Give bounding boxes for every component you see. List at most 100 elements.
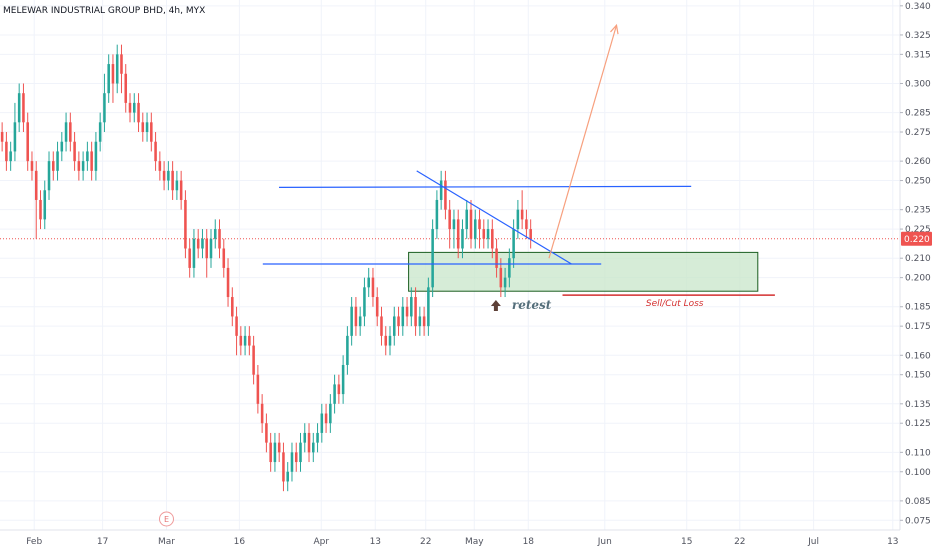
- candle-body: [397, 316, 400, 327]
- candle-body: [243, 335, 247, 346]
- price-tick-label: 0.340: [905, 2, 931, 12]
- candle-body: [162, 170, 166, 181]
- candle-body: [52, 161, 55, 171]
- earnings-event-icon[interactable]: [159, 511, 174, 527]
- candle-body: [422, 316, 426, 327]
- candle-body: [81, 161, 85, 171]
- candle-body: [192, 238, 196, 268]
- candle-body: [316, 432, 319, 443]
- earnings-event-label: E: [164, 515, 169, 524]
- candle-body: [512, 229, 515, 259]
- candle-body: [0, 132, 4, 142]
- candle-body: [222, 248, 226, 268]
- candle-body: [64, 122, 68, 142]
- candle-body: [150, 122, 153, 142]
- candle-series: [0, 44, 532, 492]
- current-price-badge: [901, 231, 932, 246]
- candle-body: [333, 384, 336, 404]
- candle-body: [473, 219, 477, 239]
- candle-body: [431, 229, 434, 288]
- candle-body: [427, 287, 430, 327]
- candle-body: [324, 413, 328, 424]
- candle-body: [439, 180, 443, 200]
- time-tick-label: 22: [734, 537, 745, 547]
- candle-body: [47, 161, 51, 191]
- price-tick-label: 0.175: [905, 322, 931, 332]
- candle-body: [39, 199, 42, 220]
- price-tick-label: 0.275: [905, 128, 931, 138]
- candle-body: [469, 209, 473, 239]
- time-axis[interactable]: Feb 17 Mar 16 Apr 13 22 May 18 Jun 15 22 Jul 13: [0, 529, 900, 547]
- candle-body: [329, 403, 332, 424]
- candle-body: [171, 170, 174, 191]
- candle-body: [115, 54, 119, 84]
- candle-body: [226, 267, 230, 298]
- resistance-line[interactable]: [278, 185, 692, 188]
- candle-body: [312, 442, 315, 453]
- candle-body: [265, 423, 268, 443]
- time-tick-label: 17: [97, 537, 108, 547]
- price-tick-label: 0.235: [905, 206, 931, 216]
- candle-body: [341, 364, 345, 395]
- chart-drawings-front[interactable]: Sell/Cut Loss retest E: [159, 23, 775, 527]
- price-axis[interactable]: 0.075 0.085 0.100 0.110 0.125 0.135 0.150 0.160…: [899, 0, 932, 530]
- price-tick-label: 0.185: [905, 303, 931, 313]
- candle-body: [401, 306, 405, 327]
- candle-body: [307, 432, 311, 453]
- target-arrow-head: [610, 23, 619, 35]
- current-price-tag[interactable]: 0.220: [901, 231, 932, 246]
- candle-body: [128, 102, 132, 113]
- candle-body: [452, 219, 456, 230]
- support-zone-rect[interactable]: [408, 251, 759, 292]
- candle-body: [154, 141, 157, 162]
- candle-body: [290, 452, 294, 472]
- candle-body: [188, 248, 191, 268]
- candle-body: [358, 316, 362, 327]
- candle-body: [231, 297, 234, 317]
- descending-trendline[interactable]: [416, 170, 572, 265]
- candle-body: [196, 238, 200, 249]
- candle-body: [107, 64, 110, 94]
- price-tick-label: 0.315: [905, 50, 931, 60]
- price-tick-label: 0.150: [905, 371, 931, 381]
- candle-body: [508, 258, 511, 278]
- candle-body: [525, 219, 528, 230]
- time-tick-label: 15: [681, 537, 692, 547]
- candle-body: [461, 229, 464, 249]
- candle-body: [213, 229, 217, 239]
- candle-body: [392, 316, 396, 336]
- price-tick-label: 0.085: [905, 497, 931, 507]
- candle-body: [405, 306, 409, 317]
- price-tick-label: 0.200: [905, 274, 931, 284]
- candle-body: [124, 73, 128, 103]
- candle-body: [350, 306, 353, 336]
- candle-body: [388, 335, 392, 346]
- candle-body: [239, 335, 243, 346]
- candle-body: [13, 122, 17, 152]
- candle-body: [141, 122, 145, 133]
- candle-body: [209, 238, 213, 259]
- current-price-label: 0.220: [904, 235, 930, 245]
- candle-body: [90, 151, 93, 171]
- candle-body: [94, 141, 98, 171]
- candle-body: [503, 277, 507, 288]
- time-tick-label: 13: [370, 537, 381, 547]
- candle-body: [34, 170, 38, 200]
- candle-body: [184, 199, 187, 249]
- target-arrow-line[interactable]: [548, 25, 618, 259]
- candle-body: [260, 403, 264, 424]
- candle-body: [495, 248, 498, 268]
- candle-body: [252, 345, 255, 375]
- time-tick-label: Feb: [26, 537, 42, 547]
- retest-label: retest: [512, 298, 552, 312]
- candle-body: [205, 238, 209, 259]
- candle-body: [22, 93, 25, 123]
- candle-body: [69, 122, 72, 142]
- price-tick-label: 0.075: [905, 516, 931, 526]
- candle-body: [235, 316, 238, 336]
- price-tick-label: 0.250: [905, 177, 931, 187]
- candle-body: [282, 452, 285, 482]
- candle-body: [5, 141, 8, 162]
- candle-body: [294, 452, 298, 463]
